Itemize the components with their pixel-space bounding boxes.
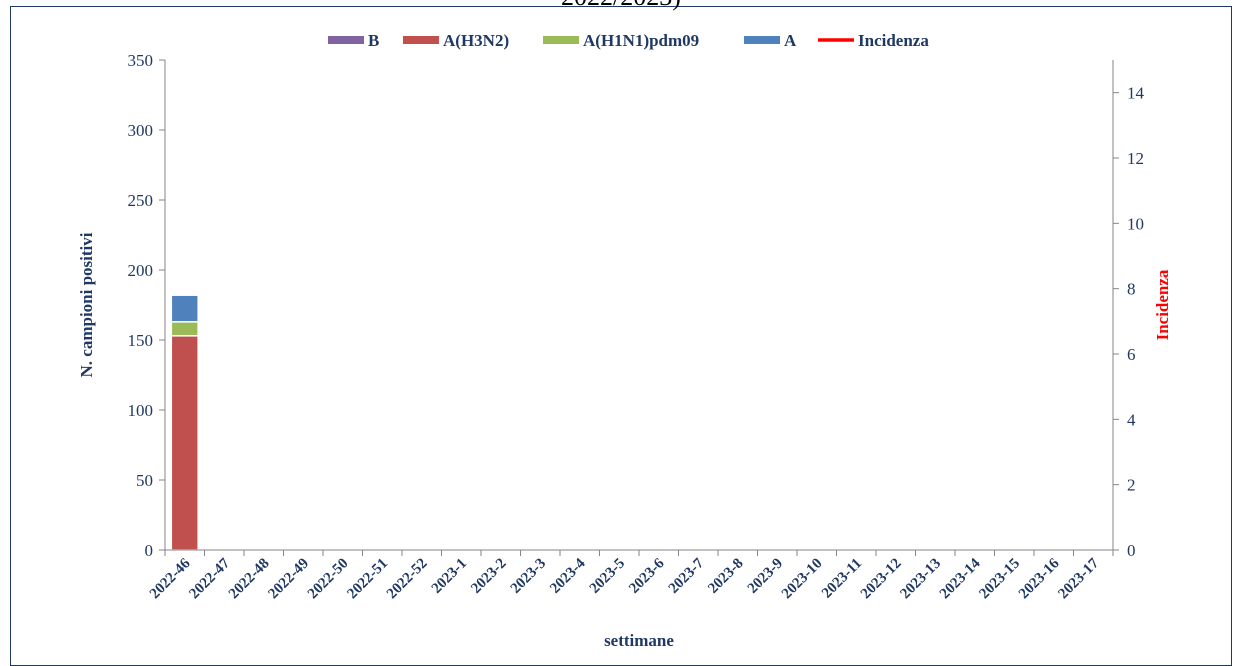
x-tick-label: 2023-16 (1016, 555, 1063, 602)
bar-segment (170, 335, 199, 551)
y-tick-label: 350 (128, 51, 154, 70)
x-tick-label: 2023-6 (626, 555, 668, 597)
y2-tick-label: 4 (1127, 410, 1136, 429)
legend-label: A (784, 31, 797, 50)
axes: 050100150200250300350024681012142022-462… (128, 51, 1145, 602)
x-tick-label: 2023-14 (937, 555, 984, 602)
x-tick-label: 2023-3 (508, 556, 549, 597)
bar-segment (170, 321, 199, 337)
x-tick-label: 2023-10 (779, 556, 826, 603)
x-tick-label: 2023-7 (666, 555, 708, 597)
y2-tick-label: 14 (1127, 84, 1145, 103)
x-tick-label: 2023-11 (819, 556, 865, 602)
x-tick-label: 2023-4 (547, 555, 589, 597)
x-axis-label: settimane (604, 631, 674, 650)
y-tick-label: 200 (128, 261, 154, 280)
legend-swatch (744, 36, 780, 44)
y2-tick-label: 6 (1127, 345, 1136, 364)
x-tick-label: 2022-48 (226, 556, 273, 603)
y-tick-label: 50 (136, 471, 153, 490)
bar-segment (170, 294, 199, 323)
x-tick-label: 2023-5 (587, 556, 628, 597)
x-tick-label: 2023-8 (705, 556, 746, 597)
legend-swatch (543, 36, 579, 44)
y2-tick-label: 10 (1127, 214, 1144, 233)
legend-swatch (403, 36, 439, 44)
y-tick-label: 150 (128, 331, 154, 350)
legend-label: Incidenza (858, 31, 929, 50)
legend-label: A(H3N2) (443, 31, 509, 50)
y-tick-label: 0 (145, 541, 154, 560)
x-tick-label: 2022-50 (305, 556, 352, 603)
legend: B A(H3N2) A(H1N1)pdm09 A Incidenza (328, 31, 929, 50)
x-tick-label: 2022-47 (186, 555, 233, 602)
x-tick-label: 2023-1 (429, 556, 470, 597)
x-tick-label: 2022-51 (344, 556, 391, 603)
x-tick-label: 2022-52 (384, 556, 431, 603)
y2-tick-label: 8 (1127, 280, 1136, 299)
y-tick-label: 300 (128, 121, 154, 140)
x-tick-label: 2022-46 (147, 555, 194, 602)
chart: B A(H3N2) A(H1N1)pdm09 A Incidenza 050100150… (77, 31, 1172, 650)
x-tick-label: 2023-12 (858, 556, 905, 603)
y2-tick-label: 0 (1127, 541, 1136, 560)
y2-tick-label: 12 (1127, 149, 1144, 168)
legend-label: A(H1N1)pdm09 (583, 31, 699, 50)
x-tick-label: 2022-49 (265, 556, 312, 603)
x-tick-label: 2023-13 (897, 556, 944, 603)
legend-label: B (368, 31, 379, 50)
x-tick-label: 2023-2 (468, 556, 509, 597)
y-axis-label: N. campioni positivi (77, 232, 96, 377)
legend-swatch (328, 36, 364, 44)
x-tick-label: 2023-15 (976, 556, 1023, 603)
y2-tick-label: 2 (1127, 476, 1136, 495)
bars (170, 294, 199, 551)
y2-axis-label: Incidenza (1153, 269, 1172, 340)
page-title: 2022/2023) (0, 0, 1242, 12)
x-tick-label: 2023-17 (1055, 555, 1102, 602)
y-tick-label: 250 (128, 191, 154, 210)
y-tick-label: 100 (128, 401, 154, 420)
